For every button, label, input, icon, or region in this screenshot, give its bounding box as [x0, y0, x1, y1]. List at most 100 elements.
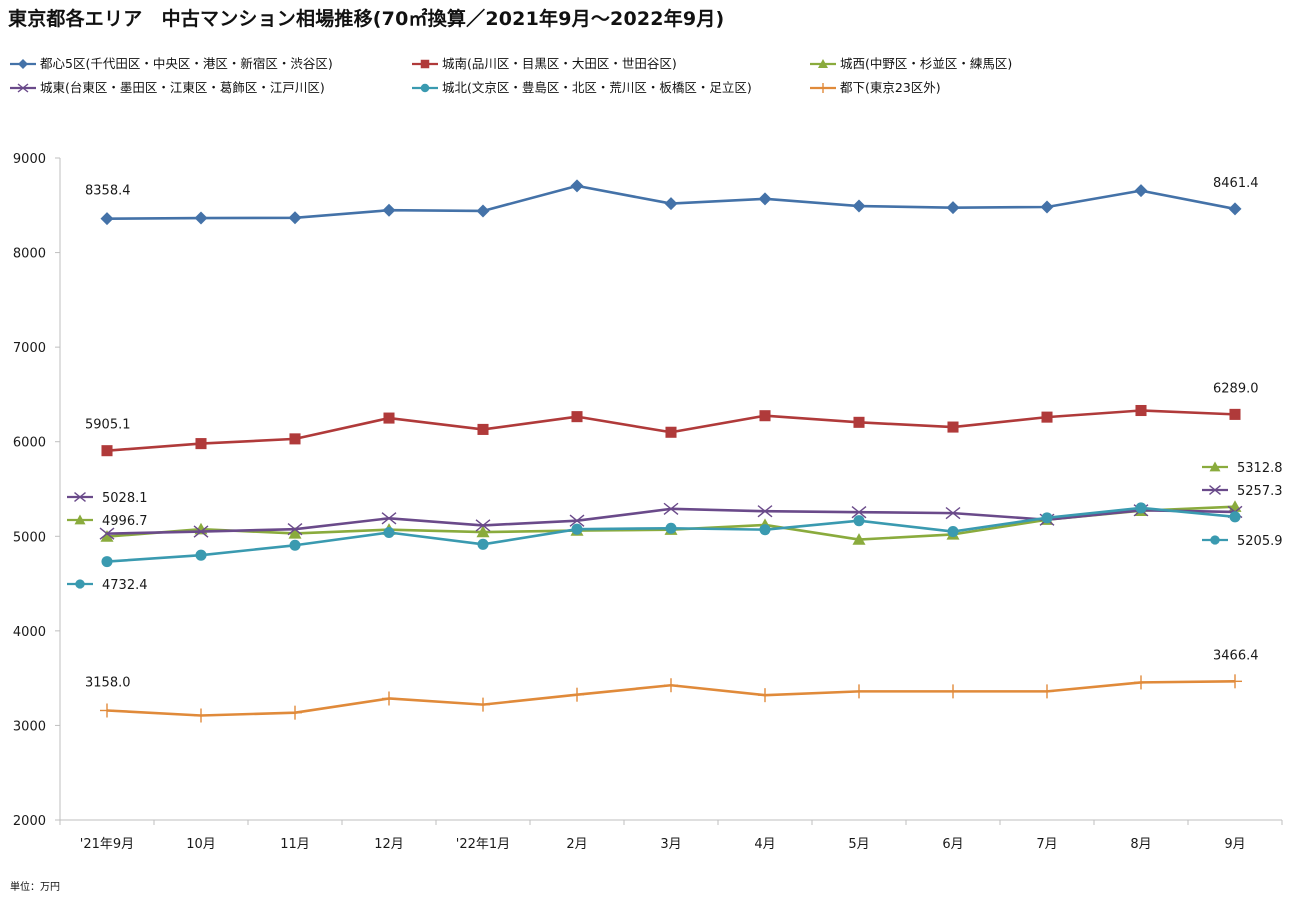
x-tick-label: 12月	[374, 837, 404, 852]
data-point	[1134, 675, 1148, 690]
data-point	[758, 192, 772, 206]
data-point	[1229, 511, 1241, 523]
legend-swatch	[412, 59, 438, 69]
data-point	[1229, 408, 1241, 420]
legend-swatch	[412, 83, 438, 93]
data-point	[665, 522, 677, 534]
data-point	[475, 519, 491, 532]
label-key-marker	[1209, 485, 1221, 495]
data-point	[195, 549, 207, 561]
data-point	[1228, 202, 1242, 216]
data-point	[101, 445, 113, 457]
data-point	[570, 179, 584, 193]
data-label: 6289.0	[1213, 381, 1259, 396]
data-label: 5312.8	[1237, 461, 1283, 476]
data-point	[100, 212, 114, 226]
legend-swatch	[810, 59, 836, 68]
data-point	[664, 197, 678, 211]
x-tick-label: 4月	[754, 837, 775, 852]
legend-swatch	[10, 83, 36, 93]
data-point	[477, 423, 489, 435]
legend-marker	[17, 83, 29, 93]
x-tick-label: 7月	[1036, 837, 1057, 852]
data-point	[946, 201, 960, 215]
x-tick-label: 8月	[1130, 837, 1151, 852]
data-point	[288, 211, 302, 225]
data-point	[288, 705, 302, 720]
data-label: 8358.4	[85, 184, 131, 199]
data-point	[287, 523, 303, 536]
data-point	[759, 410, 771, 422]
data-label: 8461.4	[1213, 176, 1259, 191]
data-point	[665, 426, 677, 438]
data-point	[1041, 512, 1053, 524]
x-tick-label: 3月	[660, 837, 681, 852]
data-label: 5905.1	[85, 418, 131, 433]
data-point	[571, 523, 583, 535]
data-point	[476, 697, 490, 712]
data-point	[477, 538, 489, 550]
data-point	[571, 411, 583, 423]
data-point	[289, 433, 301, 445]
data-label: 3158.0	[85, 675, 131, 690]
legend-marker	[818, 59, 828, 68]
chart-title: 東京都各エリア 中古マンション相場推移(70㎡換算／2021年9月～2022年9…	[8, 8, 725, 30]
data-point	[852, 684, 866, 699]
data-point	[476, 204, 490, 218]
x-tick-label: 9月	[1224, 837, 1245, 852]
data-point	[476, 525, 490, 538]
data-label: 3466.4	[1213, 648, 1259, 663]
data-point	[1228, 674, 1242, 689]
data-point	[947, 526, 959, 538]
y-tick-label: 7000	[13, 341, 46, 356]
x-tick-label: '21年9月	[80, 837, 134, 852]
unit-note: 単位：万円	[10, 882, 60, 893]
data-point	[383, 412, 395, 424]
label-key-marker	[74, 492, 86, 502]
legend-marker	[420, 59, 430, 69]
y-tick-label: 6000	[13, 436, 46, 451]
legend-marker	[818, 83, 828, 93]
data-point	[193, 525, 209, 538]
x-tick-label: 2月	[566, 837, 587, 852]
data-point	[852, 199, 866, 213]
data-point	[852, 533, 866, 545]
data-point	[99, 527, 115, 540]
legend-swatch	[10, 59, 36, 69]
label-key-marker	[75, 579, 85, 589]
data-point	[195, 438, 207, 450]
data-point	[382, 203, 396, 217]
legend-label: 都下(東京23区外)	[840, 80, 941, 95]
data-point	[1041, 411, 1053, 423]
data-point	[382, 691, 396, 706]
data-point	[947, 421, 959, 433]
data-point	[664, 678, 678, 693]
x-tick-label: 10月	[186, 837, 216, 852]
data-label: 5257.3	[1237, 484, 1283, 499]
data-point	[289, 539, 301, 551]
y-tick-label: 9000	[13, 152, 46, 167]
data-point	[194, 708, 208, 723]
data-point	[1040, 684, 1054, 699]
x-tick-label: '22年1月	[456, 837, 510, 852]
data-point	[945, 506, 961, 520]
data-point	[758, 688, 772, 703]
legend-label: 城南(品川区・目黒区・大田区・世田谷区)	[442, 56, 677, 71]
data-point	[100, 530, 114, 542]
legend-label: 城西(中野区・杉並区・練馬区)	[840, 56, 1013, 71]
data-point	[853, 515, 865, 527]
y-tick-label: 8000	[13, 247, 46, 262]
x-tick-label: 11月	[280, 837, 310, 852]
data-point	[100, 703, 114, 718]
y-tick-label: 2000	[13, 814, 46, 829]
legend-label: 都心5区(千代田区・中央区・港区・新宿区・渋谷区)	[40, 56, 333, 71]
data-point	[1040, 200, 1054, 214]
data-point	[569, 514, 585, 527]
data-point	[1135, 502, 1147, 514]
legend-swatch	[810, 83, 836, 93]
data-point	[383, 526, 395, 539]
data-point	[757, 505, 773, 518]
data-point	[946, 684, 960, 699]
data-point	[288, 526, 302, 539]
legend-marker	[18, 59, 28, 69]
